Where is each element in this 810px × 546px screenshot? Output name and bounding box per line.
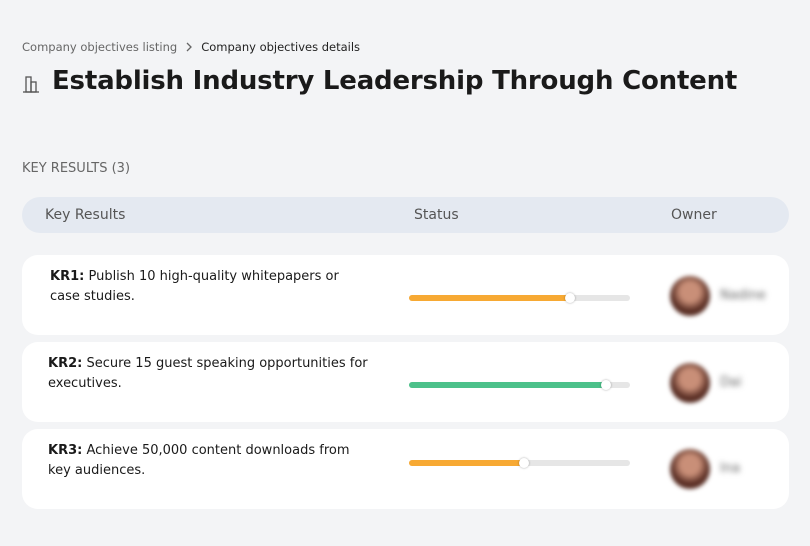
breadcrumb: Company objectives listing Company objec… <box>22 40 360 54</box>
progress-fill <box>409 382 606 388</box>
table-header: Key Results Status Owner <box>22 197 789 233</box>
key-result-id: KR2: <box>48 356 83 371</box>
key-result-description: Publish 10 high-quality whitepapers or c… <box>50 269 339 304</box>
key-result-row[interactable]: KR3: Achieve 50,000 content downloads fr… <box>22 429 789 509</box>
owner-name: Nadine <box>720 288 766 303</box>
progress-fill <box>409 295 571 301</box>
key-result-text: KR2: Secure 15 guest speaking opportunit… <box>48 354 368 394</box>
key-result-row[interactable]: KR1: Publish 10 high-quality whitepapers… <box>22 255 789 335</box>
progress-track <box>409 458 630 468</box>
owner-avatar <box>670 363 710 403</box>
progress-knob <box>565 293 576 303</box>
owner-name: Ina <box>720 461 741 476</box>
breadcrumb-current: Company objectives details <box>201 40 361 54</box>
column-header: Key Results <box>45 207 126 223</box>
owner-avatar <box>670 276 710 316</box>
progress-fill <box>409 460 524 466</box>
key-result-text: KR1: Publish 10 high-quality whitepapers… <box>50 267 370 307</box>
key-result-text: KR3: Achieve 50,000 content downloads fr… <box>48 441 368 481</box>
progress-track <box>409 380 630 390</box>
section-title: KEY RESULTS (3) <box>22 161 131 176</box>
key-result-id: KR3: <box>48 443 83 458</box>
owner-avatar <box>670 449 710 489</box>
column-header: Owner <box>671 207 717 223</box>
owner-name: Dai <box>720 375 742 390</box>
progress-knob <box>518 458 529 468</box>
title-icon <box>23 76 39 93</box>
key-result-row[interactable]: KR2: Secure 15 guest speaking opportunit… <box>22 342 789 422</box>
progress-knob <box>600 380 611 390</box>
breadcrumb-link[interactable]: Company objectives listing <box>22 40 178 54</box>
column-header: Status <box>414 207 459 223</box>
progress-track <box>409 293 630 303</box>
key-result-description: Secure 15 guest speaking opportunities f… <box>48 356 368 391</box>
key-result-id: KR1: <box>50 269 85 284</box>
page-title: Establish Industry Leadership Through Co… <box>52 66 738 96</box>
breadcrumb-separator <box>186 42 193 52</box>
key-result-description: Achieve 50,000 content downloads from ke… <box>48 443 350 478</box>
